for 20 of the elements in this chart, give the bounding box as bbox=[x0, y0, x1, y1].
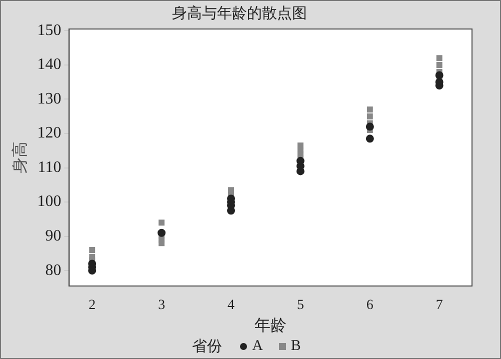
x-axis-title: 年龄 bbox=[254, 318, 287, 335]
x-tick-label: 2 bbox=[88, 298, 96, 314]
y-tick-label: 110 bbox=[38, 158, 62, 176]
y-tick-label: 120 bbox=[37, 124, 62, 142]
x-tick-label: 3 bbox=[158, 298, 166, 314]
x-tick-label: 7 bbox=[436, 298, 443, 314]
y-tick-label: 80 bbox=[45, 262, 62, 279]
y-tick-label: 140 bbox=[37, 56, 62, 74]
legend-title: 省份 bbox=[192, 338, 222, 356]
y-axis-title: 身高 bbox=[10, 142, 29, 174]
x-tick-label: 6 bbox=[366, 298, 374, 314]
x-tick-label: 4 bbox=[228, 298, 235, 314]
legend-label: A bbox=[252, 338, 263, 354]
y-tick-label: 90 bbox=[45, 228, 62, 245]
y-tick-label: 150 bbox=[37, 22, 62, 39]
y-tick-label: 100 bbox=[37, 193, 62, 210]
x-tick-label: 5 bbox=[296, 298, 304, 314]
legend-label: B bbox=[290, 338, 301, 354]
y-tick-label: 130 bbox=[37, 90, 62, 108]
chart-title: 身高与年龄的散点图 bbox=[172, 4, 307, 22]
